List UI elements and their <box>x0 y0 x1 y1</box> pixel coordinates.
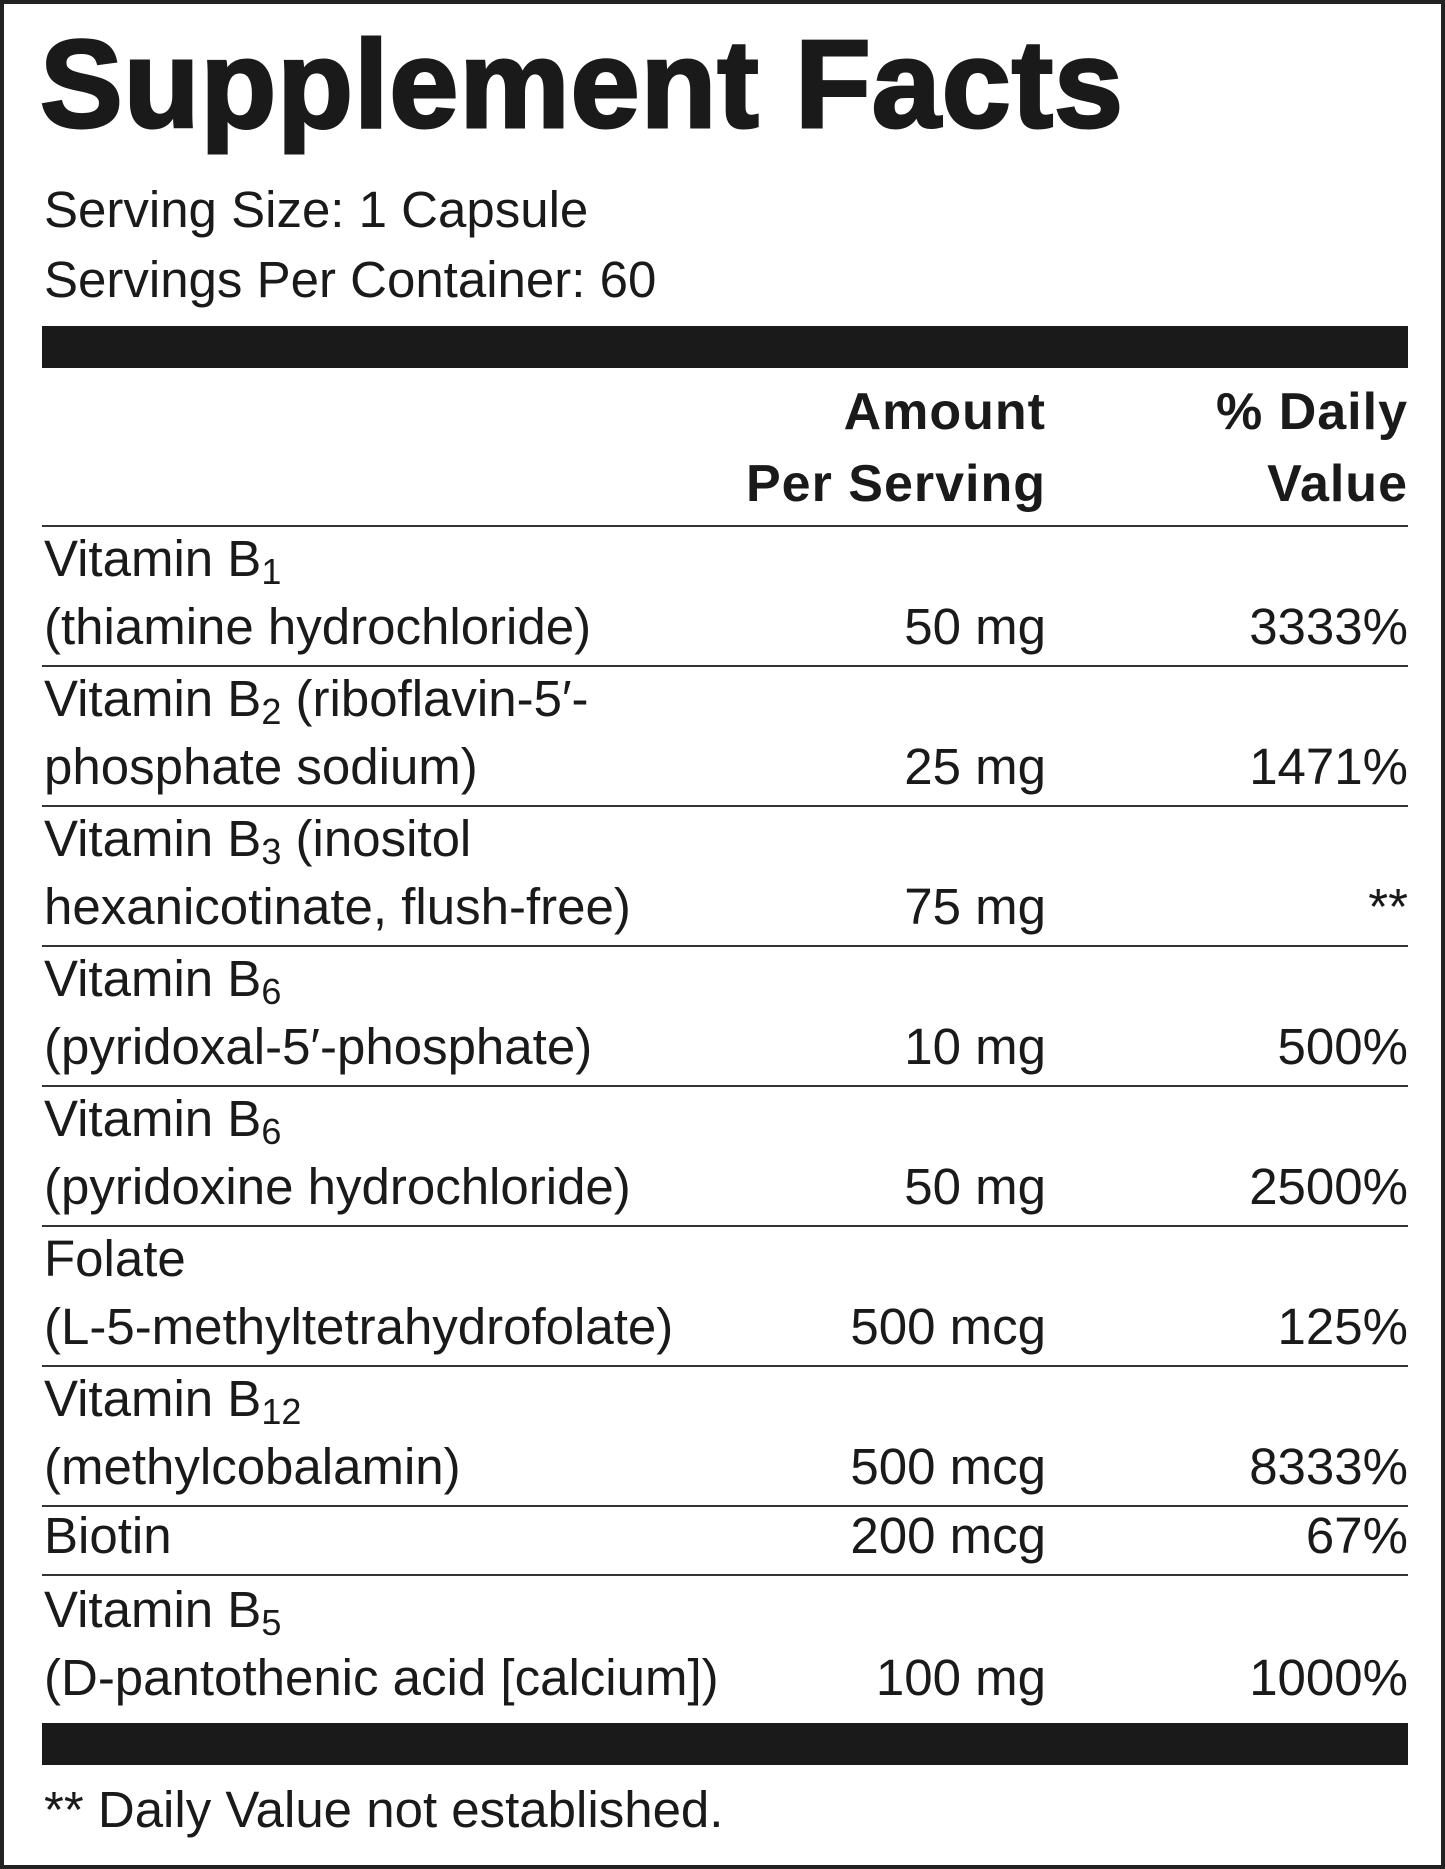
daily-value: 1471% <box>1249 738 1408 795</box>
nutrient-label: Vitamin B <box>44 530 262 587</box>
nutrient-label: Vitamin B <box>44 950 262 1007</box>
name-line: Vitamin B12 <box>44 1365 461 1433</box>
nutrient-name: Vitamin B2 (riboflavin-5′- phosphate sodi… <box>44 665 589 801</box>
thick-rule <box>42 1723 1408 1765</box>
name-line: Biotin <box>44 1502 172 1570</box>
nutrient-label: Vitamin B <box>44 1370 262 1427</box>
amount: 25 mg <box>904 738 1046 795</box>
amount: 500 mcg <box>850 1298 1046 1355</box>
nutrient-row: Vitamin B2 (riboflavin-5′- phosphate sodi… <box>42 667 1408 807</box>
nutrient-name: Vitamin B3 (inositol hexanicotinate, flus… <box>44 805 631 941</box>
daily-value: 67% <box>1305 1507 1408 1564</box>
subscript: 6 <box>261 1111 282 1152</box>
nutrient-name: Biotin <box>44 1502 172 1570</box>
name-line: Vitamin B1 <box>44 525 591 593</box>
name-line: Vitamin B6 <box>44 1085 631 1153</box>
nutrient-name: Folate (L-5-methyltetrahydrofolate) <box>44 1225 673 1361</box>
nutrient-label: Folate <box>44 1230 186 1287</box>
serving-size: Serving Size: 1 Capsule <box>44 181 589 238</box>
daily-value: 1000% <box>1249 1649 1408 1706</box>
nutrient-source: (pyridoxine hydrochloride) <box>44 1158 631 1215</box>
nutrient-label: Vitamin B <box>44 1090 262 1147</box>
amount-header: Amount Per Serving <box>746 376 1046 520</box>
daily-value: 500% <box>1277 1018 1408 1075</box>
name-line: Vitamin B2 (riboflavin-5′- <box>44 665 589 733</box>
nutrient-label: Vitamin B <box>44 1581 262 1638</box>
amount: 50 mg <box>904 598 1046 655</box>
nutrient-name: Vitamin B6 (pyridoxal-5′-phosphate) <box>44 945 592 1081</box>
amount: 500 mcg <box>850 1438 1046 1495</box>
subscript: 5 <box>261 1602 282 1643</box>
daily-value: 125% <box>1277 1298 1408 1355</box>
subscript: 6 <box>261 971 282 1012</box>
nutrient-name: Vitamin B12 (methylcobalamin) <box>44 1365 461 1501</box>
daily-value: 8333% <box>1249 1438 1408 1495</box>
header-text: Value <box>1267 455 1408 513</box>
subscript: 3 <box>261 831 282 872</box>
nutrient-source: hexanicotinate, flush-free) <box>44 878 631 935</box>
subscript: 12 <box>261 1391 302 1432</box>
nutrient-name: Vitamin B5 (D-pantothenic acid [calcium]) <box>44 1576 719 1712</box>
nutrient-label: Biotin <box>44 1507 172 1564</box>
amount: 50 mg <box>904 1158 1046 1215</box>
nutrient-source: (L-5-methyltetrahydrofolate) <box>44 1298 674 1355</box>
daily-value: 2500% <box>1249 1158 1408 1215</box>
nutrient-name: Vitamin B1 (thiamine hydrochloride) <box>44 525 591 661</box>
nutrient-label: Vitamin B <box>44 670 262 727</box>
thick-rule <box>42 326 1408 368</box>
nutrient-source: (inositol <box>281 810 472 867</box>
nutrient-rows: Vitamin B1 (thiamine hydrochloride) 50 mg 3… <box>42 527 1408 1716</box>
nutrient-row: Vitamin B1 (thiamine hydrochloride) 50 mg 3… <box>42 527 1408 667</box>
nutrient-row: Vitamin B12 (methylcobalamin) 500 mcg 8333% <box>42 1367 1408 1507</box>
nutrient-row: Vitamin B6 (pyridoxine hydrochloride) 50 m… <box>42 1087 1408 1227</box>
header-text: % Daily <box>1216 383 1408 441</box>
daily-value-header: % Daily Value <box>1216 376 1408 520</box>
header-text: Per Serving <box>745 455 1046 513</box>
nutrient-source: (D-pantothenic acid [calcium]) <box>44 1649 719 1706</box>
title: Supplement Facts <box>39 15 1125 156</box>
nutrient-row: Vitamin B6 (pyridoxal-5′-phosphate) 10 mg 5… <box>42 947 1408 1087</box>
amount: 10 mg <box>904 1018 1046 1075</box>
amount: 200 mcg <box>850 1507 1046 1564</box>
nutrient-row: Vitamin B3 (inositol hexanicotinate, flus… <box>42 807 1408 947</box>
footnote: ** Daily Value not established. <box>44 1781 724 1838</box>
daily-value: 3333% <box>1249 598 1408 655</box>
nutrient-source: (pyridoxal-5′-phosphate) <box>44 1018 593 1075</box>
daily-value: ** <box>1368 878 1408 935</box>
nutrient-row: Folate (L-5-methyltetrahydrofolate) 500 mc… <box>42 1227 1408 1367</box>
name-line: Folate <box>44 1225 673 1293</box>
amount: 100 mg <box>875 1649 1046 1706</box>
subscript: 2 <box>261 691 282 732</box>
nutrient-source: (methylcobalamin) <box>44 1438 461 1495</box>
nutrient-source: (thiamine hydrochloride) <box>44 598 592 655</box>
name-line: Vitamin B5 <box>44 1576 719 1644</box>
header-text: Amount <box>843 383 1046 441</box>
nutrient-source: (riboflavin-5′- <box>281 670 589 727</box>
nutrient-row: Vitamin B5 (D-pantothenic acid [calcium])… <box>42 1576 1408 1716</box>
nutrient-name: Vitamin B6 (pyridoxine hydrochloride) <box>44 1085 631 1221</box>
nutrient-source: phosphate sodium) <box>44 738 478 795</box>
nutrient-label: Vitamin B <box>44 810 262 867</box>
servings-per-container: Servings Per Container: 60 <box>44 251 657 308</box>
amount: 75 mg <box>904 878 1046 935</box>
nutrient-row: Biotin 200 mcg 67% <box>42 1507 1408 1576</box>
table-header: Amount Per Serving % Daily Value <box>42 372 1408 527</box>
name-line: Vitamin B6 <box>44 945 592 1013</box>
name-line: Vitamin B3 (inositol <box>44 805 631 873</box>
subscript: 1 <box>261 551 282 592</box>
